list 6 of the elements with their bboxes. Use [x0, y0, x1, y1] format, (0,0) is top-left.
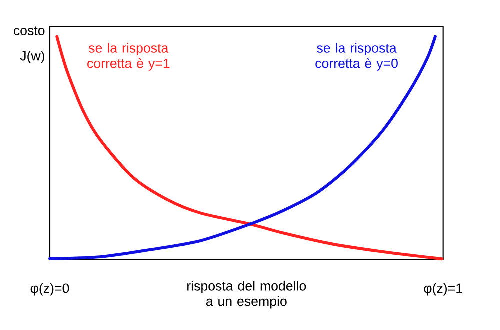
x-tick-label: φ(z)=1	[424, 283, 462, 296]
x-axis-title: risposta del modello a un esempio	[188, 281, 306, 309]
series-label: se la risposta corretta è y=1	[88, 43, 170, 71]
series-label: se la risposta corretta è y=0	[316, 43, 398, 71]
x-tick-label: φ(z)=0	[30, 283, 70, 296]
y-axis-title: costo J(w)	[14, 26, 45, 64]
